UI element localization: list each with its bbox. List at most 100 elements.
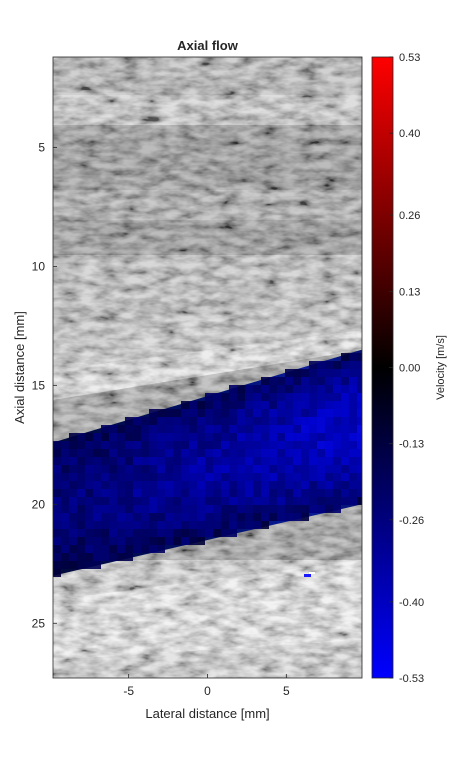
flow-cell: [61, 537, 69, 545]
flow-cell: [53, 553, 61, 561]
flow-cell: [109, 449, 117, 457]
flow-cell: [101, 529, 109, 537]
flow-cell: [93, 473, 101, 481]
flow-cell: [309, 393, 317, 401]
flow-cell: [53, 521, 61, 529]
flow-cell: [237, 417, 245, 425]
flow-cell: [101, 457, 109, 465]
flow-cell: [221, 465, 229, 473]
flow-cell: [221, 433, 229, 441]
flow-cell: [317, 449, 325, 457]
flow-cell: [325, 393, 333, 401]
flow-cell: [93, 481, 101, 489]
flow-cell: [77, 521, 85, 529]
flow-cell: [325, 465, 333, 473]
x-tick-label: 5: [283, 684, 290, 698]
flow-cell: [189, 441, 197, 449]
flow-cell: [157, 529, 165, 537]
flow-cell: [205, 433, 213, 441]
flow-cell: [325, 433, 333, 441]
flow-cell: [93, 465, 101, 473]
flow-cell: [205, 513, 213, 521]
flow-cell: [125, 521, 133, 529]
flow-cell: [189, 417, 197, 425]
flow-cell: [229, 457, 237, 465]
flow-cell: [293, 385, 301, 393]
flow-cell: [237, 513, 245, 521]
flow-cell: [109, 529, 117, 537]
flow-cell: [157, 513, 165, 521]
flow-cell: [349, 473, 357, 481]
flow-cell: [301, 401, 309, 409]
colorbar-tick-label: -0.13: [399, 439, 424, 451]
flow-cell: [117, 529, 125, 537]
flow-cell: [317, 505, 325, 513]
flow-cell: [189, 433, 197, 441]
flow-cell: [141, 433, 149, 441]
flow-cell: [245, 489, 253, 497]
flow-cell: [349, 401, 357, 409]
flow-cell: [157, 425, 165, 433]
flow-cell: [173, 465, 181, 473]
flow-cell: [221, 425, 229, 433]
flow-cell: [301, 473, 309, 481]
flow-cell: [285, 401, 293, 409]
flow-cell: [325, 441, 333, 449]
flow-cell: [189, 473, 197, 481]
flow-cell: [293, 393, 301, 401]
flow-cell: [237, 489, 245, 497]
flow-cell: [101, 425, 109, 433]
flow-cell: [165, 425, 173, 433]
flow-cell: [61, 521, 69, 529]
flow-cell: [317, 473, 325, 481]
flow-cell: [173, 433, 181, 441]
flow-cell: [333, 369, 341, 377]
flow-cell: [229, 441, 237, 449]
flow-cell: [261, 433, 269, 441]
flow-cell: [61, 457, 69, 465]
flow-cell: [69, 489, 77, 497]
flow-cell: [213, 457, 221, 465]
flow-cell: [205, 489, 213, 497]
flow-cell: [333, 425, 341, 433]
flow-cell: [173, 505, 181, 513]
flow-cell: [213, 409, 221, 417]
flow-cell: [85, 441, 93, 449]
y-tick-label: 5: [38, 140, 45, 154]
flow-cell: [53, 465, 61, 473]
flow-cell: [117, 545, 125, 553]
flow-cell: [165, 537, 173, 545]
flow-cell: [245, 465, 253, 473]
flow-cell: [61, 489, 69, 497]
flow-cell: [117, 457, 125, 465]
flow-cell: [61, 513, 69, 521]
flow-cell: [253, 393, 261, 401]
flow-cell: [117, 521, 125, 529]
flow-cell: [253, 505, 261, 513]
flow-cell: [157, 481, 165, 489]
flow-cell: [269, 433, 277, 441]
flow-cell: [269, 377, 277, 385]
colorbar-tick-label: 0.26: [399, 210, 420, 222]
flow-cell: [213, 505, 221, 513]
flow-cell: [61, 481, 69, 489]
flow-cell: [109, 441, 117, 449]
flow-cell: [253, 417, 261, 425]
flow-cell: [325, 385, 333, 393]
flow-cell: [317, 361, 325, 369]
flow-cell: [349, 441, 357, 449]
flow-cell: [141, 449, 149, 457]
flow-cell: [101, 441, 109, 449]
flow-cell: [77, 553, 85, 561]
flow-cell: [269, 457, 277, 465]
colorbar-tick-label: -0.53: [399, 673, 424, 685]
flow-cell: [293, 433, 301, 441]
flow-cell: [317, 401, 325, 409]
flow-cell: [93, 433, 101, 441]
flow-cell: [341, 497, 349, 505]
flow-cell: [301, 369, 309, 377]
flow-cell: [309, 489, 317, 497]
flow-cell: [333, 465, 341, 473]
flow-cell: [317, 465, 325, 473]
